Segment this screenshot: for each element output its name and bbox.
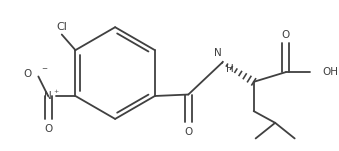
Text: O: O — [184, 127, 193, 137]
Text: OH: OH — [322, 67, 338, 77]
Text: N: N — [214, 48, 221, 58]
Text: O: O — [282, 30, 290, 40]
Text: Cl: Cl — [56, 22, 67, 32]
Text: O: O — [44, 124, 52, 134]
Text: O: O — [23, 69, 32, 79]
Text: −: − — [41, 66, 47, 72]
Text: H: H — [226, 64, 234, 74]
Text: N: N — [44, 91, 52, 101]
Text: +: + — [53, 89, 58, 94]
